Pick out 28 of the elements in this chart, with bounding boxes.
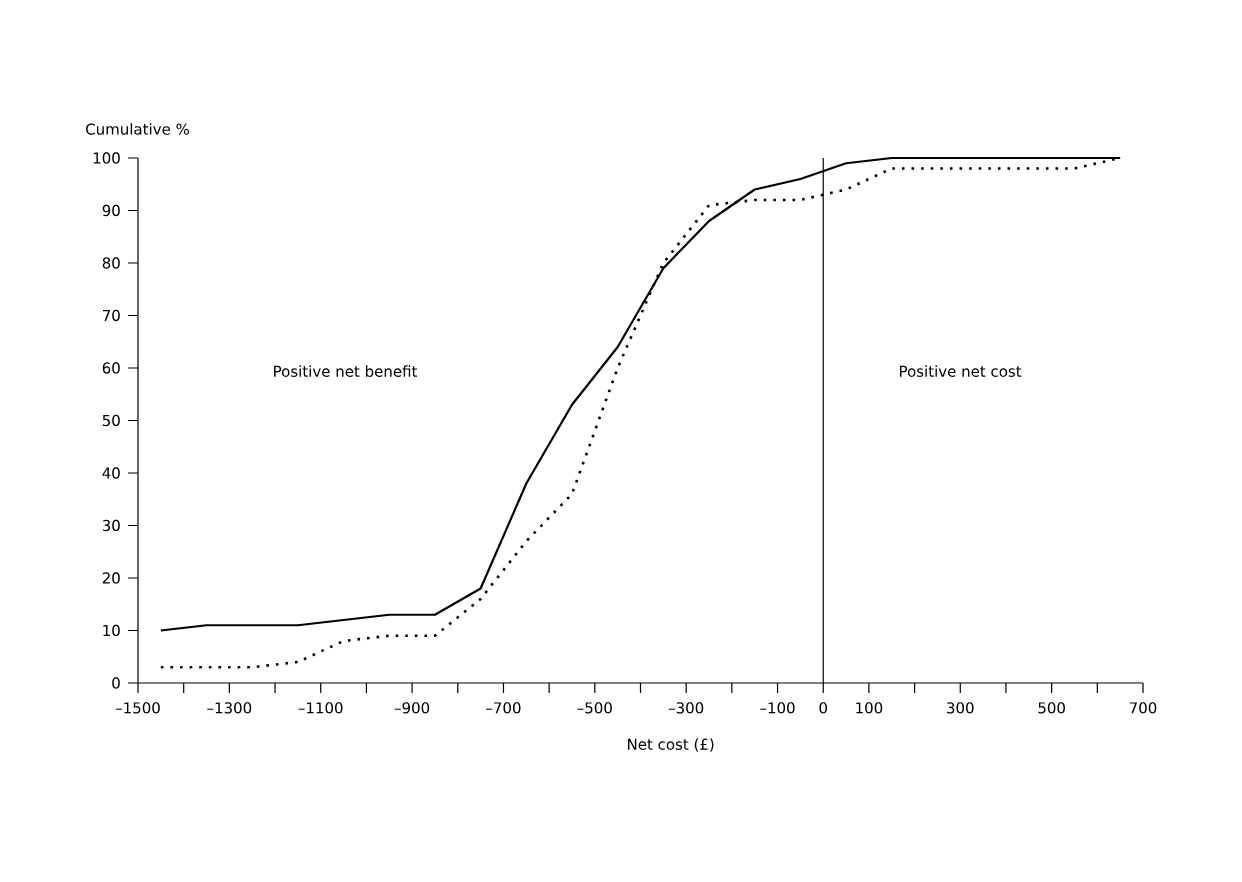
annotation: Positive net benefit (274, 365, 418, 377)
annotation: Positive net cost (900, 365, 1022, 377)
x-tick-label: –700 (486, 702, 521, 714)
y-tick-label: 50 (102, 414, 120, 427)
x-tick-label: 700 (1129, 702, 1157, 714)
y-tick-label: 20 (102, 572, 120, 584)
y-tick-label: 90 (102, 204, 120, 217)
x-tick-label: 0 (819, 702, 828, 714)
y-tick-label: 0 (112, 677, 120, 689)
x-tick-label: –100 (760, 702, 795, 714)
x-tick-label: 500 (1038, 702, 1065, 714)
y-axis-title: Cumulative % (86, 123, 189, 135)
y-tick-label: 40 (102, 467, 120, 479)
y-tick-label: 70 (102, 309, 120, 322)
x-tick-label: –500 (577, 702, 612, 714)
y-tick-label: 30 (102, 519, 120, 532)
x-tick-label: –1500 (115, 702, 160, 714)
x-tick-label: 100 (856, 702, 883, 714)
x-tick-label: –1100 (298, 702, 343, 714)
y-tick-label: 10 (103, 624, 120, 637)
y-tick-label: 80 (102, 257, 120, 269)
x-tick-label: –1300 (207, 702, 252, 714)
x-tick-label: –900 (394, 702, 430, 714)
y-tick-label: 100 (93, 152, 120, 164)
x-tick-label: 300 (947, 702, 974, 714)
x-axis-title: Net cost (£) (628, 738, 714, 752)
x-tick-label: –300 (668, 702, 704, 714)
y-tick-label: 60 (102, 362, 120, 374)
